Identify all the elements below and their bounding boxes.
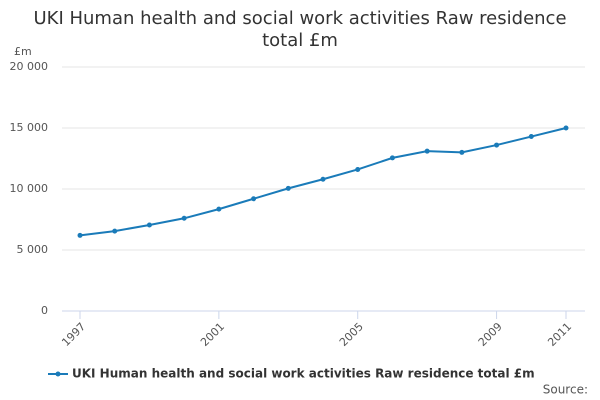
data-point xyxy=(528,134,534,140)
data-point xyxy=(355,166,361,172)
data-point xyxy=(389,155,395,161)
source: Source: xyxy=(543,383,588,397)
y-tick-label: 0 xyxy=(41,304,48,317)
legend-marker xyxy=(55,371,61,377)
x-tick-label: 2005 xyxy=(337,320,366,349)
y-tick-label: 5 000 xyxy=(17,243,49,256)
data-point xyxy=(285,185,291,191)
data-point xyxy=(216,206,222,212)
data-point xyxy=(77,232,83,238)
chart-title: UKI Human health and social work activit… xyxy=(33,8,567,51)
y-tick-label: 15 000 xyxy=(10,121,49,134)
x-tick-label: 1997 xyxy=(59,320,88,349)
data-point xyxy=(563,125,569,131)
data-point xyxy=(112,228,118,234)
data-point xyxy=(181,215,187,221)
x-tick-label: 2011 xyxy=(545,320,574,349)
legend-label: UKI Human health and social work activit… xyxy=(72,367,535,381)
data-point xyxy=(320,176,326,182)
data-point xyxy=(146,222,152,228)
y-tick-label: 10 000 xyxy=(10,182,49,195)
data-point xyxy=(424,148,430,154)
y-tick-label: 20 000 xyxy=(10,60,49,73)
y-axis-label: £m xyxy=(14,45,32,58)
data-point xyxy=(494,142,500,148)
x-tick-label: 2009 xyxy=(476,320,505,349)
data-point xyxy=(251,196,257,202)
x-tick-label: 2001 xyxy=(198,320,227,349)
data-point xyxy=(459,149,465,155)
